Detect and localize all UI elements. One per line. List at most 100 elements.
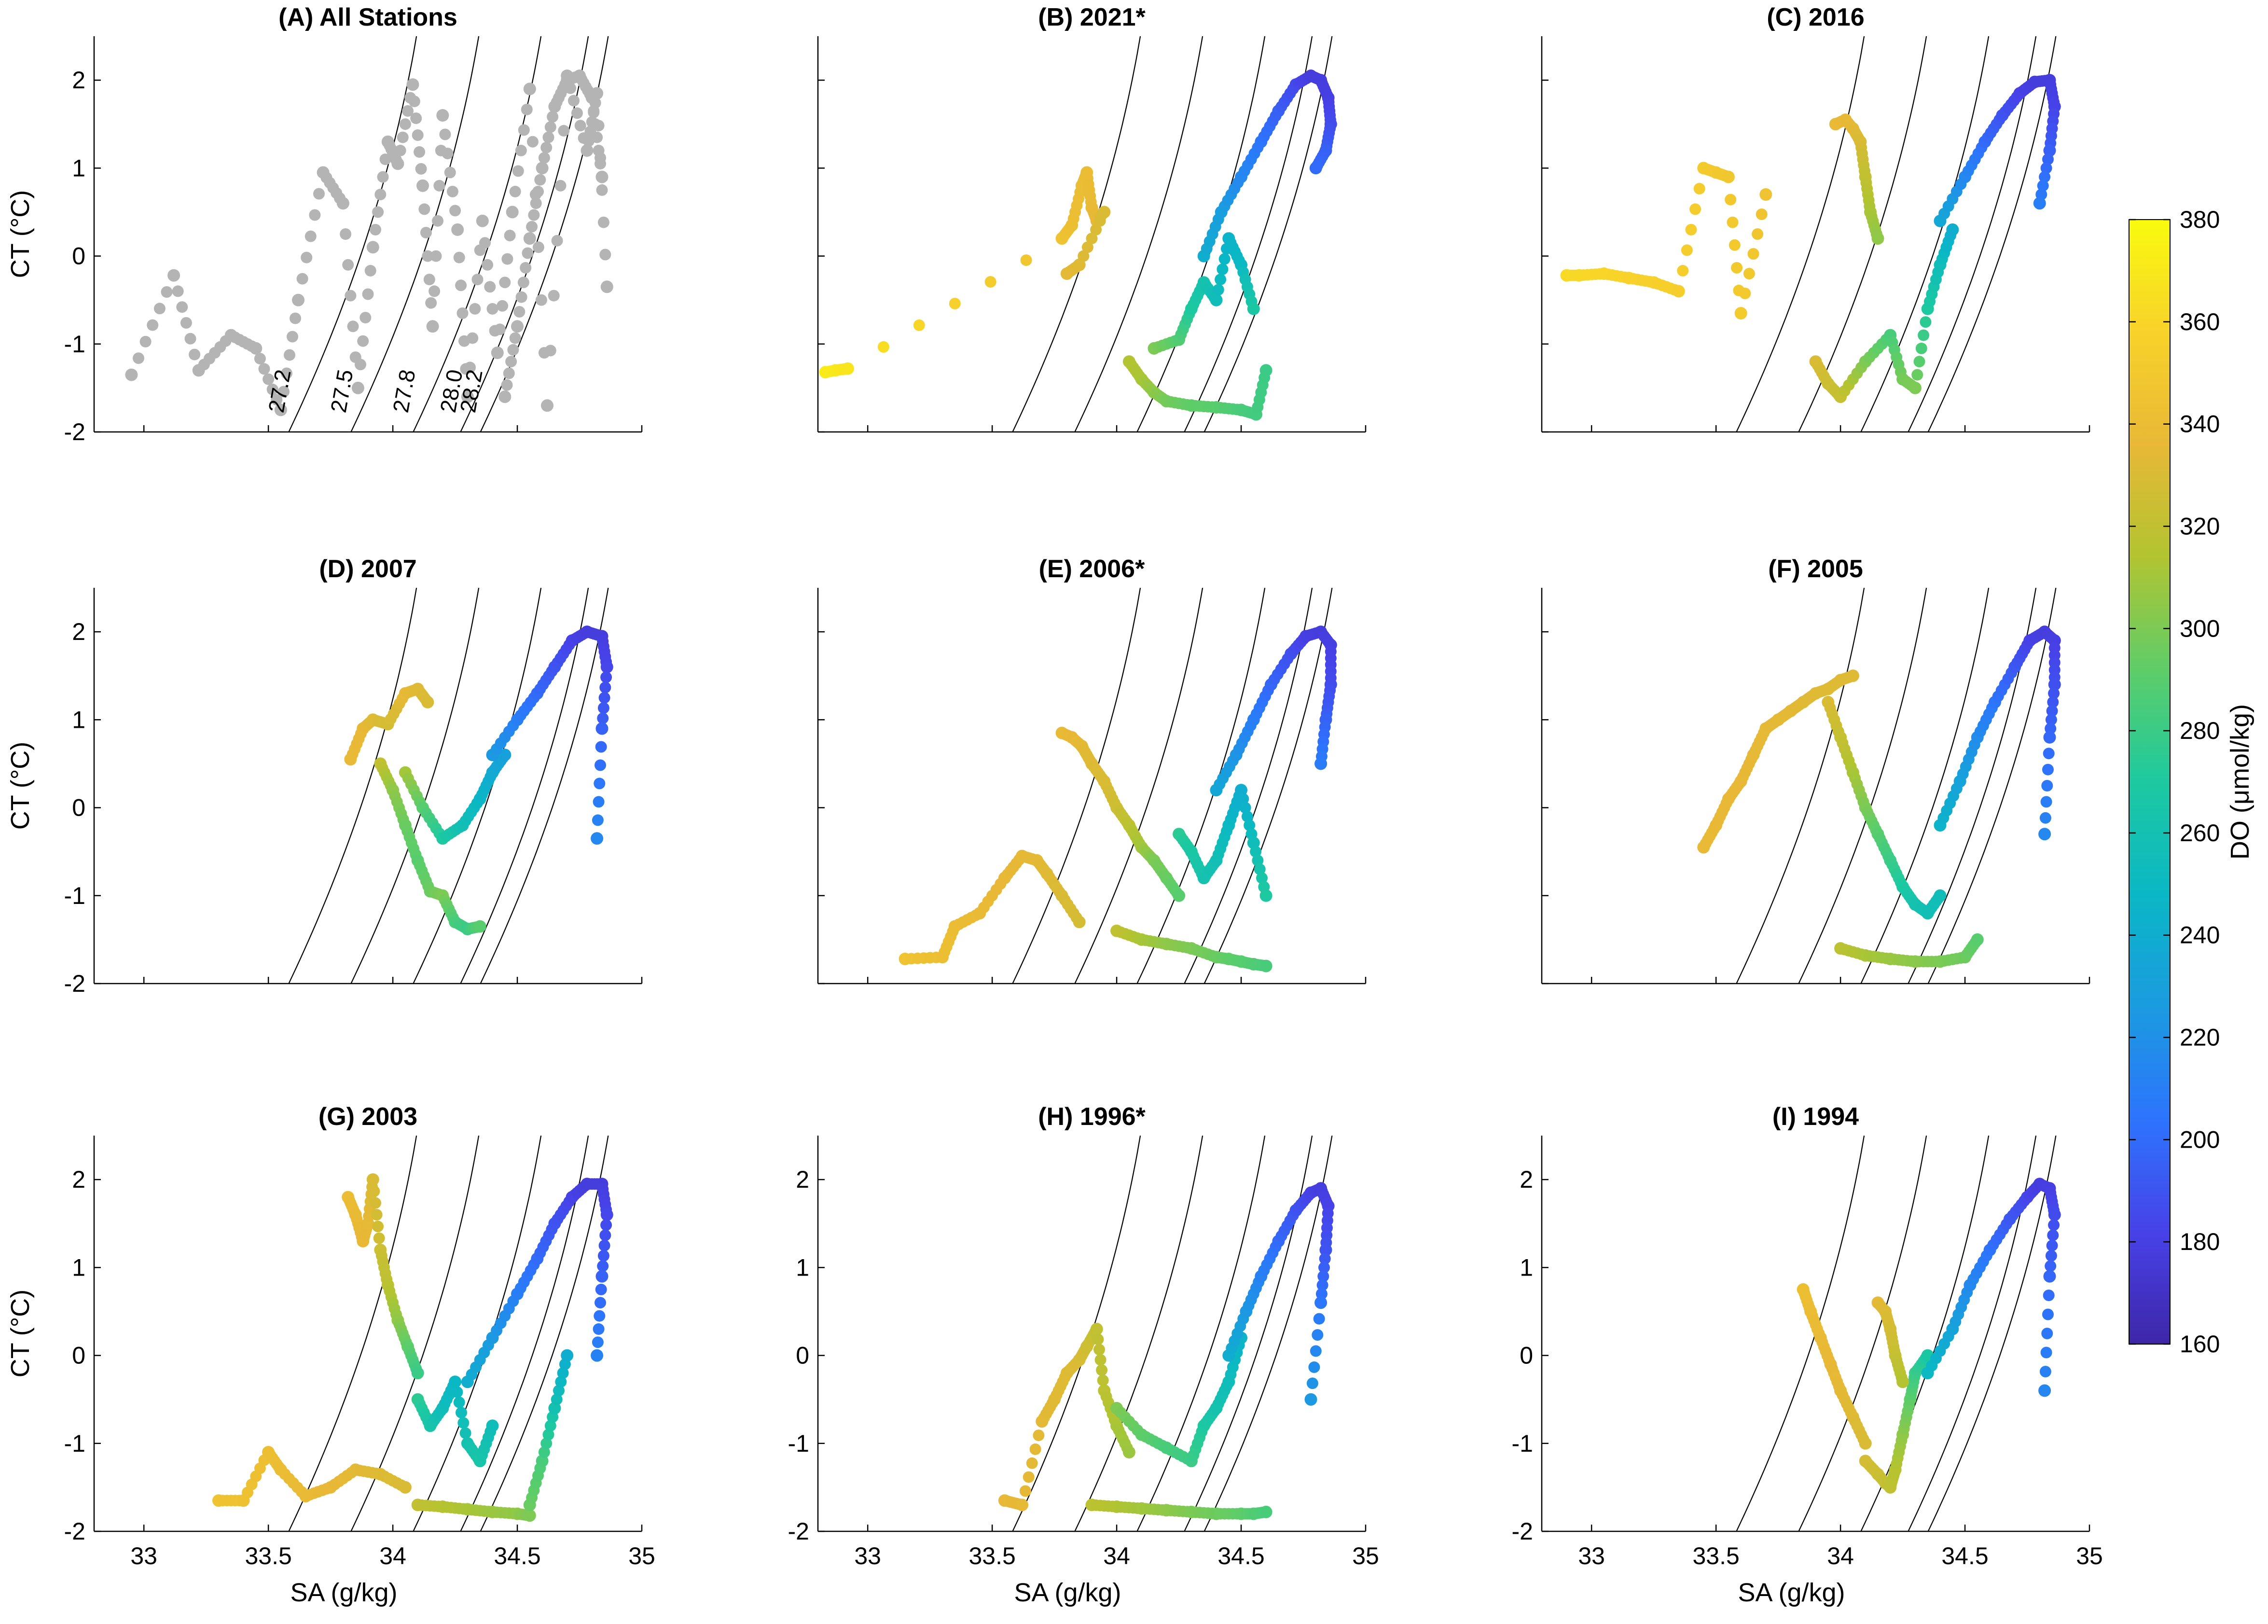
colorbar-ticks: 160 180 200 220 240 260 280 300 320 340 360 380 bbox=[2129, 206, 2220, 1358]
profile-point bbox=[2042, 763, 2054, 776]
y-tick-label: -2 bbox=[64, 418, 85, 445]
data-point bbox=[1946, 223, 1959, 236]
profile-point bbox=[1215, 274, 1227, 286]
panel-H: (H) 1996* -2 -1 0 1 2 33 33.5 34 34.5 35 SA (g/kg) bbox=[788, 1103, 1379, 1607]
profile-point bbox=[521, 103, 533, 115]
profile-point bbox=[1020, 254, 1032, 266]
profile-point bbox=[410, 112, 422, 125]
profile-point bbox=[2047, 696, 2059, 708]
profile-point bbox=[1212, 284, 1224, 296]
profile-point bbox=[1097, 1374, 1109, 1387]
series-bottom bbox=[1110, 924, 1272, 972]
series-bottom bbox=[1834, 933, 1984, 968]
data-point bbox=[595, 170, 608, 183]
series-cdw-arc bbox=[486, 625, 613, 845]
isopycnal-27.8 bbox=[1136, 588, 1266, 984]
panel-title: (D) 2007 bbox=[319, 555, 416, 583]
profile-point bbox=[340, 228, 352, 240]
profile-point bbox=[597, 702, 609, 714]
colorbar-tick-label: 340 bbox=[2180, 411, 2220, 438]
isopycnal-28.2 bbox=[1927, 36, 2057, 432]
profile-point bbox=[278, 386, 290, 398]
profile-point bbox=[594, 1310, 606, 1322]
profile-point bbox=[1739, 288, 1751, 299]
profile-point bbox=[486, 303, 498, 315]
profile-point bbox=[597, 216, 609, 228]
series-bottom bbox=[1085, 1499, 1272, 1520]
y-tick-label: 2 bbox=[796, 1166, 809, 1193]
data-point bbox=[411, 1367, 424, 1379]
profile-point bbox=[1096, 1364, 1108, 1376]
isopycnal-27.8 bbox=[1860, 1136, 1990, 1531]
profile-point bbox=[408, 96, 420, 108]
series-cdw-arc bbox=[1197, 69, 1337, 263]
profile-point bbox=[2041, 780, 2053, 791]
profile-point bbox=[542, 131, 554, 143]
profile-point bbox=[399, 118, 411, 130]
isopycnal-27.5 bbox=[1074, 1136, 1203, 1531]
y-tick-label: 2 bbox=[72, 67, 85, 94]
profile-point bbox=[597, 1260, 609, 1272]
profile-point bbox=[555, 1376, 567, 1388]
profile-point bbox=[598, 1239, 610, 1251]
profile-point bbox=[2039, 171, 2051, 183]
profile-point bbox=[2046, 1239, 2058, 1251]
profile-point bbox=[342, 259, 354, 271]
isopycnal-27.2 bbox=[288, 36, 417, 432]
profile-point bbox=[503, 367, 515, 379]
profile-point bbox=[509, 185, 521, 197]
data-point bbox=[421, 695, 434, 708]
data-point bbox=[292, 293, 304, 306]
profile-point bbox=[600, 671, 612, 683]
profile-point bbox=[595, 1283, 607, 1295]
profile-point bbox=[370, 223, 381, 236]
series-upper bbox=[1797, 1283, 1872, 1450]
profile-point bbox=[418, 203, 430, 215]
profile-point bbox=[1026, 1457, 1038, 1469]
profile-point bbox=[147, 319, 159, 331]
y-tick-label: 1 bbox=[72, 706, 85, 733]
profile-point bbox=[2039, 1366, 2051, 1377]
profile-point bbox=[913, 319, 925, 331]
profile-point bbox=[1677, 264, 1689, 277]
profile-point bbox=[368, 1185, 380, 1197]
profile-point bbox=[595, 1297, 606, 1309]
scatter-points bbox=[125, 69, 613, 416]
x-tick-label: 33 bbox=[1578, 1542, 1605, 1569]
profile-point bbox=[532, 185, 544, 197]
profile-point bbox=[596, 184, 608, 196]
data-point bbox=[506, 206, 519, 219]
profile-point bbox=[469, 303, 481, 315]
data-point bbox=[1210, 293, 1223, 306]
profile-point bbox=[509, 332, 521, 344]
profile-point bbox=[266, 383, 278, 395]
y-tick-label: 1 bbox=[72, 154, 85, 181]
isopycnal-27.5 bbox=[350, 588, 480, 984]
profile-point bbox=[600, 1219, 612, 1231]
scatter-points bbox=[1560, 74, 2061, 403]
profile-point bbox=[271, 394, 283, 406]
profile-point bbox=[1237, 793, 1249, 805]
y-tick-label: 0 bbox=[72, 1342, 85, 1369]
colorbar-tick-label: 380 bbox=[2180, 206, 2220, 233]
series-upper2 bbox=[1871, 1296, 1909, 1388]
profile-point bbox=[1241, 810, 1253, 822]
isopycnal-27.5 bbox=[1798, 1136, 1927, 1531]
data-point bbox=[399, 1481, 412, 1494]
isopycnal-28.2 bbox=[1203, 588, 1333, 984]
data-point bbox=[2038, 1384, 2051, 1397]
x-tick-label: 33 bbox=[130, 1542, 157, 1569]
data-point bbox=[600, 280, 613, 293]
panel-title: (C) 2016 bbox=[1767, 3, 1864, 31]
colorbar-tick-label: 360 bbox=[2180, 308, 2220, 335]
data-point bbox=[536, 162, 549, 175]
profile-point bbox=[2045, 714, 2057, 726]
profile-point bbox=[1310, 1345, 1322, 1357]
profile-point bbox=[598, 692, 610, 704]
data-point bbox=[498, 749, 512, 762]
series-rise bbox=[523, 1349, 574, 1512]
data-point bbox=[391, 157, 404, 170]
profile-point bbox=[877, 341, 889, 353]
profile-point bbox=[515, 291, 527, 303]
